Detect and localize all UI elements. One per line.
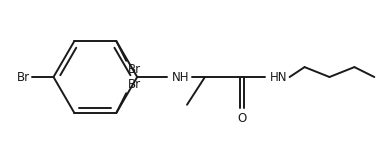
Text: Br: Br [128, 78, 141, 91]
Text: NH: NH [172, 71, 189, 84]
Text: HN: HN [270, 71, 287, 84]
Text: O: O [237, 112, 246, 125]
Text: Br: Br [128, 63, 141, 76]
Text: Br: Br [17, 71, 29, 84]
